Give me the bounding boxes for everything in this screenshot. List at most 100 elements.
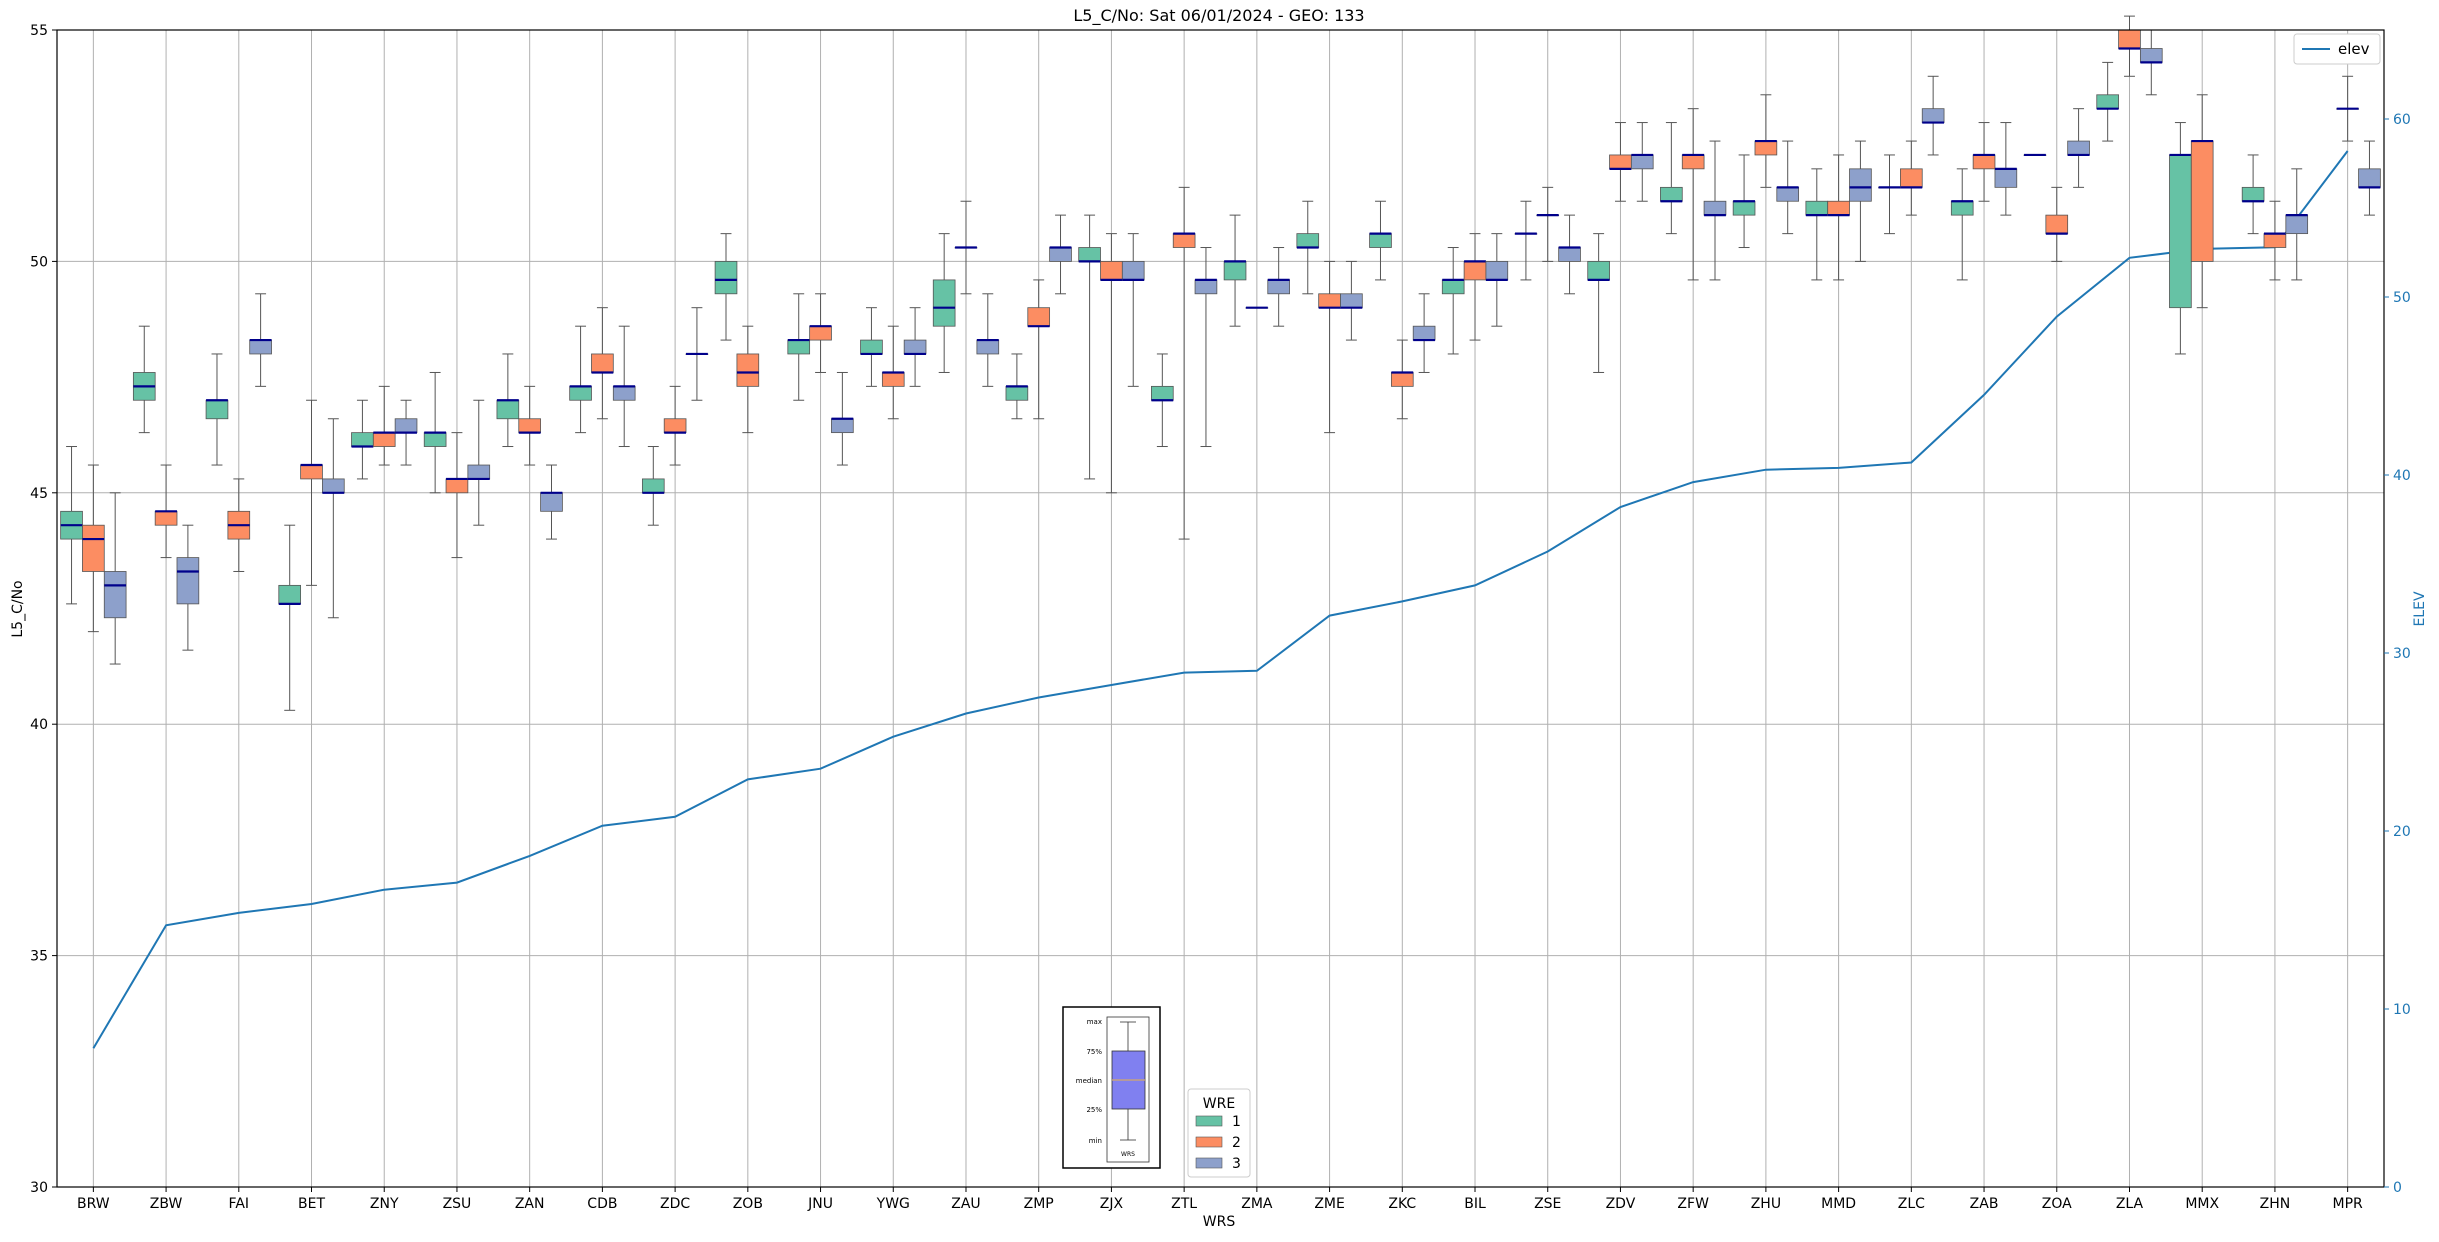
x-axis-ticks: BRW ZBW FAI BET ZNY ZSU ZAN CDB ZDC ZOB JNU YWG ZAU Z… bbox=[77, 1187, 2363, 1212]
box-body bbox=[249, 339, 272, 355]
box-ZMA-wre1 bbox=[1223, 214, 1247, 327]
box-BIL-wre1 bbox=[1441, 247, 1465, 355]
x-tick-label: ZTL bbox=[1171, 1196, 1197, 1212]
box-MMD-wre3 bbox=[1849, 140, 1872, 262]
x-tick-label: ZAB bbox=[1970, 1196, 1999, 1212]
x-tick-label: ZKC bbox=[1388, 1196, 1416, 1212]
box-body bbox=[154, 510, 178, 526]
box-YWG-wre3 bbox=[903, 307, 927, 387]
box-body bbox=[82, 524, 105, 572]
box-ZTL-wre3 bbox=[1194, 247, 1218, 448]
box-body bbox=[300, 464, 323, 480]
y2-tick-label: 10 bbox=[2393, 1002, 2411, 1018]
box-BRW-wre2 bbox=[82, 464, 105, 633]
box-body bbox=[2241, 186, 2265, 202]
x-tick-label: YWG bbox=[876, 1196, 910, 1212]
box-body bbox=[372, 432, 396, 447]
wre-legend-label-2: 2 bbox=[1232, 1135, 1241, 1151]
boxplot-key-label-median: median bbox=[1076, 1077, 1102, 1085]
x-tick-label: BET bbox=[298, 1196, 325, 1212]
box-ZFW-wre2 bbox=[1681, 108, 1705, 281]
box-body bbox=[881, 372, 905, 387]
box-series bbox=[60, 15, 2381, 711]
box-MPR-wre2 bbox=[2336, 75, 2359, 142]
box-body bbox=[1340, 293, 1363, 309]
box-body bbox=[1412, 325, 1436, 341]
box-body bbox=[1172, 233, 1196, 248]
box-body bbox=[1805, 200, 1829, 216]
box-ZOA-wre2 bbox=[2045, 186, 2069, 262]
box-body bbox=[518, 418, 541, 434]
x-tick-label: ZAU bbox=[951, 1196, 980, 1212]
x-tick-label: ZSE bbox=[1534, 1196, 1561, 1212]
box-body bbox=[1558, 247, 1581, 262]
box-body bbox=[1390, 372, 1414, 387]
box-ZSU-wre3 bbox=[467, 399, 491, 526]
box-ZNY-wre3 bbox=[394, 399, 418, 466]
box-BIL-wre2 bbox=[1463, 233, 1487, 341]
x-tick-label: ZLA bbox=[2116, 1196, 2144, 1212]
wre-legend-label-3: 3 bbox=[1232, 1156, 1241, 1172]
box-ZJX-wre2 bbox=[1100, 233, 1123, 494]
x-tick-label: ZOB bbox=[733, 1196, 763, 1212]
box-ZOB-wre1 bbox=[714, 233, 738, 341]
grid-lines bbox=[57, 29, 2384, 1188]
box-body bbox=[591, 353, 614, 373]
box-body bbox=[1827, 200, 1850, 216]
box-JNU-wre3 bbox=[831, 371, 854, 466]
box-body bbox=[1318, 293, 1341, 309]
box-ZHN-wre2 bbox=[2263, 200, 2287, 281]
box-ZAB-wre3 bbox=[1994, 122, 2018, 216]
box-body bbox=[1630, 154, 1654, 170]
wre-legend-swatch-3 bbox=[1195, 1157, 1223, 1169]
box-ZNY-wre2 bbox=[372, 385, 396, 466]
box-body bbox=[663, 418, 687, 434]
box-ZMP-wre3 bbox=[1049, 214, 1072, 295]
box-ZSU-wre1 bbox=[423, 371, 447, 494]
box-ZMA-wre3 bbox=[1267, 247, 1290, 327]
box-body bbox=[176, 557, 200, 605]
y2-tick-label: 60 bbox=[2393, 112, 2411, 128]
y2-tick-label: 40 bbox=[2393, 468, 2411, 484]
box-MMX-wre2 bbox=[2190, 94, 2214, 309]
box-YWG-wre1 bbox=[860, 307, 883, 387]
box-body bbox=[1121, 260, 1145, 281]
wre-legend: WRE 1 2 3 bbox=[1187, 1088, 1251, 1178]
box-body bbox=[1950, 200, 1974, 216]
box-MPR-wre3 bbox=[2358, 140, 2381, 216]
box-body bbox=[103, 571, 127, 619]
box-body bbox=[1194, 279, 1218, 295]
x-tick-label: ZOA bbox=[2042, 1196, 2072, 1212]
box-ZOA-wre3 bbox=[2067, 108, 2090, 188]
x-tick-label: ZHU bbox=[1751, 1196, 1781, 1212]
x-tick-label: ZME bbox=[1314, 1196, 1345, 1212]
x-tick-label: ZFW bbox=[1677, 1196, 1709, 1212]
box-body bbox=[1732, 200, 1756, 216]
y2-tick-label: 50 bbox=[2393, 290, 2411, 306]
box-BRW-wre3 bbox=[103, 492, 127, 665]
box-body bbox=[1463, 260, 1487, 281]
box-ZLA-wre2 bbox=[2118, 15, 2141, 77]
box-MMD-wre1 bbox=[1805, 168, 1829, 281]
box-body bbox=[1754, 140, 1778, 156]
x-tick-label: ZMP bbox=[1024, 1196, 1054, 1212]
x-tick-label: ZMA bbox=[1241, 1196, 1273, 1212]
box-body bbox=[1587, 260, 1610, 281]
x-tick-label: MMD bbox=[1821, 1196, 1856, 1212]
box-body bbox=[1049, 247, 1072, 262]
box-ZAN-wre2 bbox=[518, 385, 541, 466]
box-ZSE-wre3 bbox=[1558, 214, 1581, 295]
box-ZDV-wre2 bbox=[1609, 122, 1632, 202]
box-body bbox=[1703, 200, 1727, 216]
box-ZDV-wre1 bbox=[1587, 233, 1610, 373]
boxplot-key: max 75% median 25% min WRS bbox=[1062, 1006, 1161, 1169]
box-BRW-wre1 bbox=[60, 446, 83, 605]
box-body bbox=[2067, 140, 2090, 156]
box-ZDC-wre2 bbox=[663, 385, 687, 466]
box-FAI-wre2 bbox=[227, 478, 251, 572]
box-body bbox=[278, 584, 302, 605]
box-JNU-wre2 bbox=[809, 293, 832, 373]
box-body bbox=[1267, 279, 1290, 295]
box-ZAU-wre2 bbox=[954, 200, 978, 295]
wre-legend-title: WRE bbox=[1203, 1096, 1235, 1112]
